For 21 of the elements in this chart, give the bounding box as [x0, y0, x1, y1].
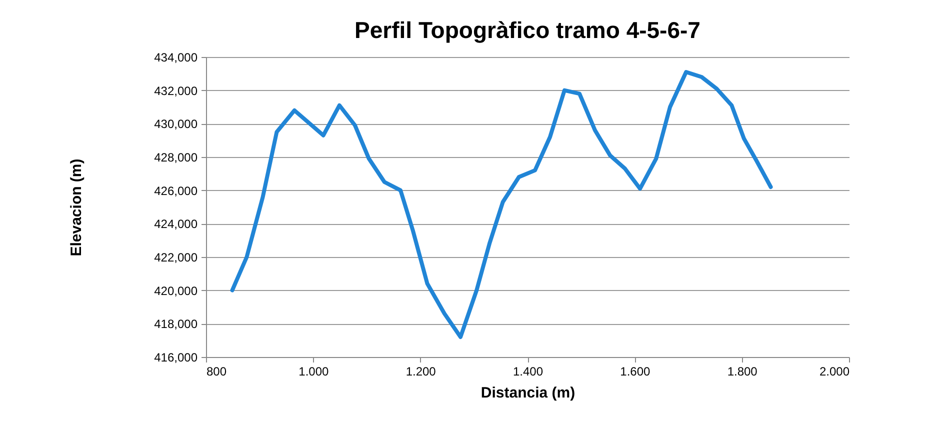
y-tick-label: 420,000: [154, 284, 198, 298]
line-series: [230, 70, 773, 339]
y-axis-title: Elevacion (m): [68, 158, 86, 256]
x-axis-title: Distancia (m): [480, 384, 576, 402]
y-tick-label: 416,000: [154, 350, 198, 364]
y-tick-label: 424,000: [154, 217, 198, 232]
x-tick-label: 1.800: [727, 364, 758, 378]
x-tick-label: 1.000: [298, 364, 330, 378]
y-tick-label: 432,000: [154, 84, 198, 98]
y-tick-label: 426,000: [154, 184, 198, 198]
x-tick-label: 800: [206, 364, 227, 378]
y-tick-label: 430,000: [154, 117, 198, 132]
y-tick-label: 422,000: [154, 250, 198, 264]
chart-title: Perfil Topogràfico tramo 4-5-6-7: [354, 17, 700, 43]
x-tick-label: 1.200: [406, 364, 436, 378]
y-tick-label: 434,000: [154, 50, 198, 64]
x-tick-label: 1.600: [620, 364, 651, 378]
y-tick-label: 428,000: [154, 150, 198, 164]
x-tick-label: 2.000: [819, 364, 850, 378]
x-tick-label: 1.400: [512, 364, 544, 378]
y-tick-label: 418,000: [154, 317, 198, 332]
